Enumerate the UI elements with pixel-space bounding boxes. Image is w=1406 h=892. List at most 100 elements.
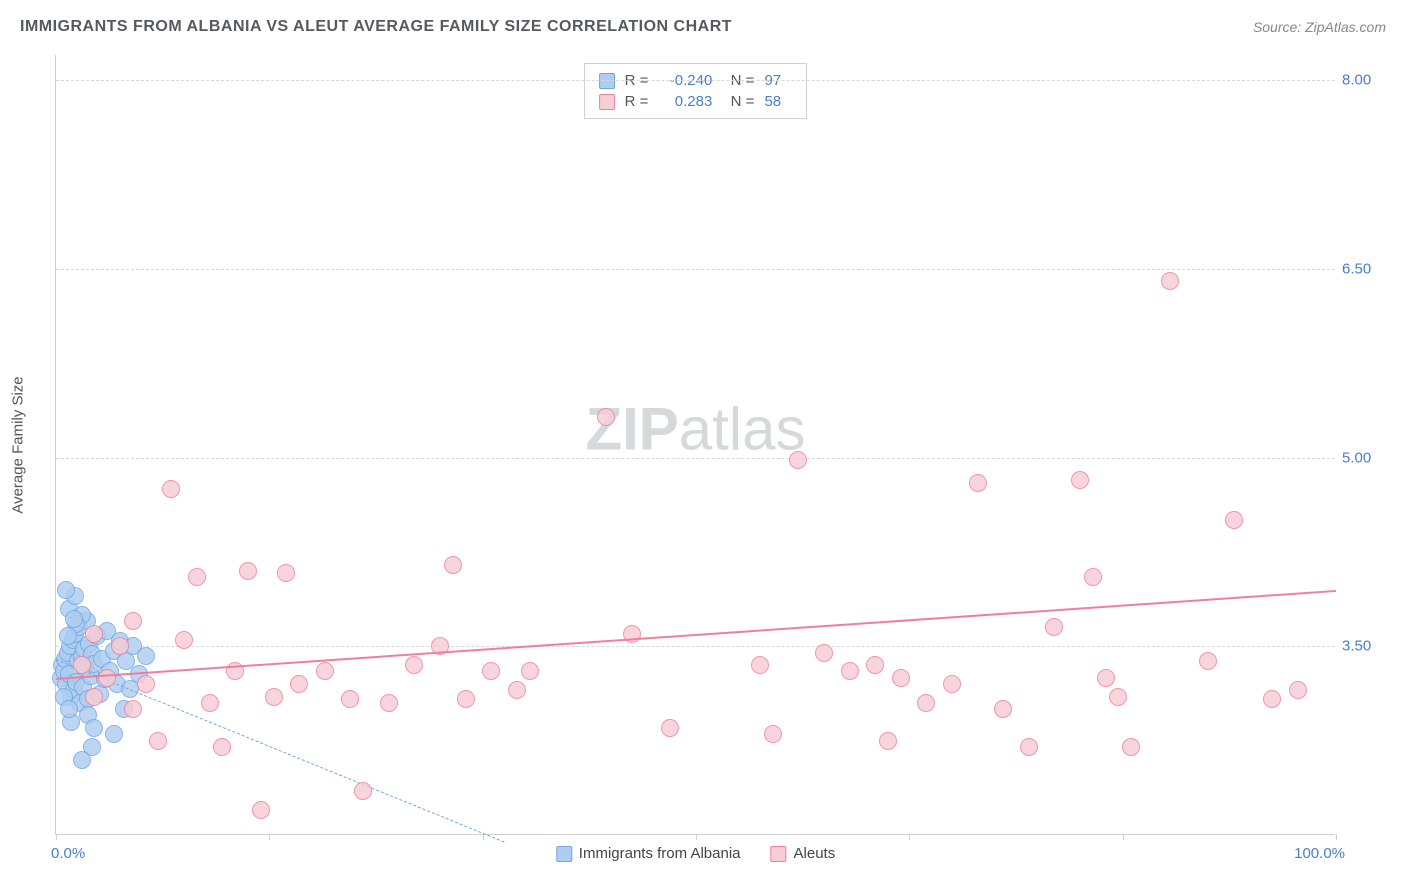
series-legend: Immigrants from Albania Aleuts — [556, 845, 835, 862]
x-axis-max-label: 100.0% — [1294, 845, 1345, 862]
scatter-point — [380, 694, 398, 712]
scatter-point — [73, 751, 91, 769]
x-axis-min-label: 0.0% — [51, 845, 85, 862]
legend-item: Immigrants from Albania — [556, 845, 741, 862]
scatter-point — [661, 719, 679, 737]
scatter-point — [98, 669, 116, 687]
scatter-point — [521, 662, 539, 680]
x-tick — [1336, 834, 1337, 840]
scatter-point — [1097, 669, 1115, 687]
legend-swatch — [599, 94, 615, 110]
scatter-point — [57, 581, 75, 599]
scatter-point — [124, 612, 142, 630]
scatter-point — [1020, 738, 1038, 756]
header-bar: IMMIGRANTS FROM ALBANIA VS ALEUT AVERAGE… — [20, 18, 1386, 36]
watermark-bold: ZIP — [585, 395, 678, 462]
scatter-point — [457, 690, 475, 708]
watermark: ZIPatlas — [585, 394, 805, 463]
n-value: 58 — [764, 93, 792, 110]
scatter-point — [879, 732, 897, 750]
scatter-point — [59, 627, 77, 645]
legend-label: Immigrants from Albania — [579, 845, 741, 862]
scatter-point — [892, 669, 910, 687]
y-tick-label: 5.00 — [1342, 449, 1397, 466]
correlation-legend: R =-0.240 N =97R =0.283 N =58 — [584, 63, 808, 119]
trend-line — [56, 590, 1336, 680]
source-citation: Source: ZipAtlas.com — [1253, 19, 1386, 35]
scatter-point — [85, 625, 103, 643]
scatter-point — [969, 474, 987, 492]
scatter-point — [111, 637, 129, 655]
scatter-point — [994, 700, 1012, 718]
y-tick-label: 3.50 — [1342, 638, 1397, 655]
scatter-point — [137, 647, 155, 665]
scatter-point — [175, 631, 193, 649]
scatter-point — [482, 662, 500, 680]
gridline — [56, 80, 1335, 81]
scatter-point — [265, 688, 283, 706]
scatter-point — [405, 656, 423, 674]
gridline — [56, 458, 1335, 459]
scatter-point — [841, 662, 859, 680]
scatter-point — [1045, 618, 1063, 636]
scatter-point — [162, 480, 180, 498]
scatter-point — [917, 694, 935, 712]
watermark-light: atlas — [679, 395, 806, 462]
scatter-point — [1199, 652, 1217, 670]
scatter-point — [1161, 272, 1179, 290]
scatter-point — [60, 700, 78, 718]
r-value: 0.283 — [658, 93, 712, 110]
scatter-point — [508, 681, 526, 699]
scatter-point — [239, 562, 257, 580]
scatter-plot: ZIPatlas Average Family Size 0.0% 100.0%… — [55, 55, 1335, 835]
legend-item: Aleuts — [771, 845, 836, 862]
x-tick — [483, 834, 484, 840]
scatter-point — [1071, 471, 1089, 489]
gridline — [56, 646, 1335, 647]
scatter-point — [751, 656, 769, 674]
legend-row: R =0.283 N =58 — [599, 91, 793, 112]
scatter-point — [943, 675, 961, 693]
scatter-point — [124, 700, 142, 718]
scatter-point — [815, 644, 833, 662]
scatter-point — [85, 719, 103, 737]
scatter-point — [1225, 511, 1243, 529]
n-label: N = — [722, 93, 754, 110]
y-tick-label: 8.00 — [1342, 72, 1397, 89]
source-prefix: Source: — [1253, 19, 1305, 35]
legend-label: Aleuts — [794, 845, 836, 862]
scatter-point — [866, 656, 884, 674]
y-axis-title: Average Family Size — [10, 376, 27, 513]
scatter-point — [597, 408, 615, 426]
scatter-point — [316, 662, 334, 680]
scatter-point — [789, 451, 807, 469]
scatter-point — [85, 688, 103, 706]
scatter-point — [105, 725, 123, 743]
x-tick — [1123, 834, 1124, 840]
scatter-point — [252, 801, 270, 819]
y-tick-label: 6.50 — [1342, 260, 1397, 277]
scatter-point — [277, 564, 295, 582]
scatter-point — [1084, 568, 1102, 586]
legend-swatch — [771, 846, 787, 862]
scatter-point — [188, 568, 206, 586]
chart-title: IMMIGRANTS FROM ALBANIA VS ALEUT AVERAGE… — [20, 18, 732, 36]
scatter-point — [354, 782, 372, 800]
scatter-point — [1289, 681, 1307, 699]
scatter-point — [213, 738, 231, 756]
scatter-point — [341, 690, 359, 708]
scatter-point — [764, 725, 782, 743]
scatter-point — [444, 556, 462, 574]
x-tick — [696, 834, 697, 840]
x-tick — [909, 834, 910, 840]
scatter-point — [137, 675, 155, 693]
scatter-point — [1109, 688, 1127, 706]
scatter-point — [73, 656, 91, 674]
scatter-point — [1263, 690, 1281, 708]
scatter-point — [290, 675, 308, 693]
scatter-point — [201, 694, 219, 712]
gridline — [56, 269, 1335, 270]
x-tick — [56, 834, 57, 840]
legend-swatch — [556, 846, 572, 862]
scatter-point — [1122, 738, 1140, 756]
